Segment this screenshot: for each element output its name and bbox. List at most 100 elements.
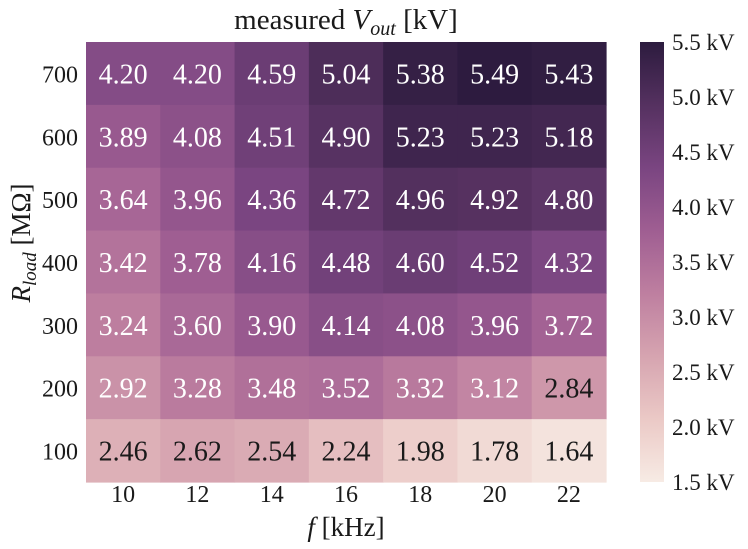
cell-value-label: 5.38 [396,59,445,90]
y-tick-label: 600 [42,125,78,151]
x-tick-label: 10 [111,482,135,508]
cell-value-label: 2.84 [544,374,593,405]
cell-value-label: 4.36 [247,185,296,216]
cell-value-label: 5.43 [544,59,593,90]
heatmap-cell [86,293,161,357]
heatmap-cell [457,293,533,357]
heatmap-cell [383,419,459,483]
x-tick-label: 22 [557,482,581,508]
y-axis-label-sub: load [20,252,41,286]
heatmap-cell [234,293,310,357]
cell-value-label: 3.42 [99,248,148,279]
heatmap-cell [308,293,384,357]
cell-value-label: 5.18 [544,122,593,153]
heatmap-cell [160,42,236,106]
heatmap-cell [86,167,161,232]
heatmap-cell [457,167,533,232]
heatmap-cell [531,230,607,295]
x-axis-label-unit: [kHz] [315,512,385,542]
heatmap-cell [160,356,236,420]
heatmap-cell [234,419,310,483]
heatmap-cell [308,356,384,420]
cell-value-label: 3.78 [173,248,222,279]
heatmap-cell [457,419,533,483]
heatmap-cell [160,167,236,232]
cell-value-label: 4.59 [247,59,296,90]
heatmap-cell [234,230,310,295]
heatmap-cell [383,293,459,357]
colorbar-tick-label: 4.5 kV [672,140,735,165]
colorbar-tick-label: 3.0 kV [672,305,735,330]
cell-value-label: 4.72 [322,185,371,216]
heatmap-cell [383,42,459,106]
y-tick-labels: 700 600 500 400 300 200 100 [42,62,78,465]
cell-value-label: 4.80 [544,185,593,216]
cell-value-label: 4.08 [173,122,222,153]
heatmap-cell [383,167,459,232]
cell-value-label: 3.48 [247,374,296,405]
cell-value-label: 4.20 [99,59,148,90]
heatmap-cell [531,167,607,232]
x-tick-label: 14 [260,482,284,508]
heatmap-cell [531,293,607,357]
cell-value-label: 1.98 [396,437,445,468]
heatmap-cell [86,356,161,420]
heatmap-cell [234,104,310,169]
cell-value-label: 4.48 [322,248,371,279]
cell-value-label: 3.52 [322,374,371,405]
y-tick-label: 100 [42,440,78,466]
cell-value-label: 2.24 [322,437,371,468]
x-axis-label-var: f [307,512,318,542]
y-tick-label: 700 [42,62,78,88]
heatmap-cell [308,104,384,169]
heatmap-cell [457,42,533,106]
colorbar-tick-label: 1.5 kV [672,470,735,495]
colorbar-tick-label: 2.5 kV [672,360,735,385]
y-tick-label: 200 [42,377,78,403]
cell-value-label: 4.51 [247,122,296,153]
y-tick-label: 400 [42,251,78,277]
cell-value-label: 4.90 [322,122,371,153]
chart-title-suffix: [kV] [396,4,458,36]
colorbar-tick-label: 3.5 kV [672,250,735,275]
heatmap-cell [531,356,607,420]
cell-value-label: 4.08 [396,311,445,342]
heatmap-cell [308,419,384,483]
cell-value-label: 3.12 [470,374,519,405]
chart-title-var: V [353,4,374,36]
chart-title-prefix: measured [234,4,352,36]
cell-value-label: 4.92 [470,185,519,216]
y-axis-label-unit: [MΩ] [6,183,36,252]
cell-value-label: 5.04 [322,59,371,90]
heatmap-cell [160,419,236,483]
heatmap-cell [308,167,384,232]
cell-value-label: 1.78 [470,437,519,468]
colorbar-tick-label: 4.0 kV [672,195,735,220]
heatmap-cell-labels: 4.20 4.20 4.59 5.04 5.38 5.49 5.43 3.89 4.08 4.51… [99,59,594,467]
heatmap-cell [308,42,384,106]
colorbar-ticks: 5.5 kV 5.0 kV 4.5 kV 4.0 kV 3.5 kV 3.0 kV 2.5 … [672,30,735,495]
y-tick-label: 300 [42,314,78,340]
heatmap-cells [86,42,607,483]
x-tick-label: 12 [185,482,209,508]
cell-value-label: 2.54 [247,437,296,468]
heatmap-cell [160,230,236,295]
heatmap-cell [86,230,161,295]
heatmap-cell [383,230,459,295]
x-tick-label: 16 [334,482,358,508]
cell-value-label: 5.49 [470,59,519,90]
heatmap-cell [531,419,607,483]
cell-value-label: 3.60 [173,311,222,342]
y-axis-label-var: R [6,286,36,304]
cell-value-label: 3.89 [99,122,148,153]
heatmap-cell [383,356,459,420]
x-tick-labels: 10 12 14 16 18 20 22 [111,482,581,508]
x-axis-label: f [kHz] [307,512,384,542]
cell-value-label: 4.60 [396,248,445,279]
heatmap-cell [457,104,533,169]
colorbar [640,42,664,482]
cell-value-label: 4.16 [247,248,296,279]
cell-value-label: 3.96 [173,185,222,216]
cell-value-label: 2.46 [99,437,148,468]
